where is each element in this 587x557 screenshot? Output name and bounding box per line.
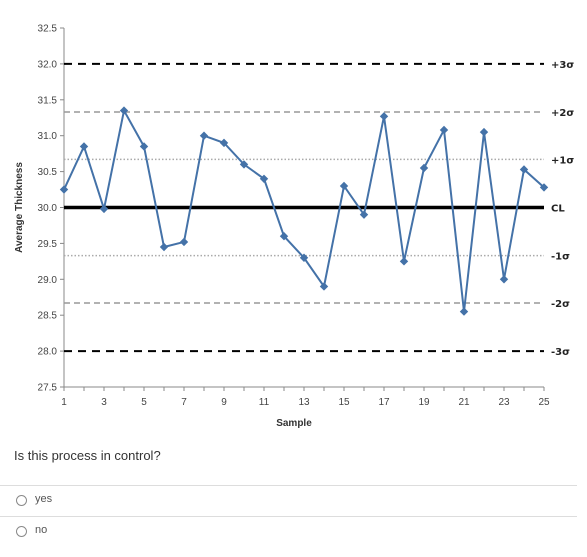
y-tick-label: 29.0 <box>38 275 58 286</box>
data-point <box>79 142 89 151</box>
data-point <box>479 127 489 137</box>
data-point <box>219 138 229 148</box>
y-tick-label: 28.0 <box>38 347 58 358</box>
control-line-label: +3σ <box>551 60 574 71</box>
radio-button[interactable] <box>16 495 27 506</box>
control-line-label: CL <box>551 204 565 215</box>
data-point <box>499 275 509 284</box>
radio-button[interactable] <box>16 526 27 537</box>
x-tick-label: 23 <box>498 397 510 408</box>
option-label: no <box>35 524 48 536</box>
y-tick-label: 32.0 <box>38 59 58 70</box>
x-tick-label: 25 <box>538 397 550 408</box>
x-tick-label: 5 <box>141 397 147 408</box>
data-point <box>199 131 209 140</box>
control-line-label: -2σ <box>551 299 570 310</box>
x-axis-label: Sample <box>276 418 312 429</box>
y-tick-label: 27.5 <box>38 383 58 394</box>
data-point <box>339 181 349 191</box>
data-point <box>279 232 289 241</box>
x-tick-label: 9 <box>221 397 227 408</box>
option-no[interactable]: no <box>0 516 577 547</box>
series-line <box>63 107 545 312</box>
data-point <box>299 253 309 262</box>
data-point <box>539 183 549 192</box>
control-line-label: -1σ <box>551 252 570 263</box>
option-label: yes <box>35 493 53 505</box>
control-line-label: +2σ <box>551 108 574 119</box>
y-tick-label: 32.5 <box>38 24 58 35</box>
x-tick-label: 15 <box>338 397 350 408</box>
data-point <box>259 174 269 183</box>
question-text: Is this process in control? <box>14 448 161 463</box>
data-point <box>359 210 369 219</box>
y-tick-label: 28.5 <box>38 311 58 322</box>
data-point <box>179 237 189 247</box>
y-tick-label: 31.5 <box>38 95 58 106</box>
data-point <box>99 204 109 214</box>
control-chart: 27.5 28.0 28.5 29.0 29.5 30.0 30.5 31.0 31.5 32.0… <box>14 24 574 430</box>
x-tick-label: 11 <box>259 397 270 408</box>
x-tick-label: 13 <box>298 397 310 408</box>
x-tick-label: 1 <box>61 397 67 408</box>
data-point <box>159 242 169 252</box>
control-line-label: -3σ <box>551 347 570 358</box>
data-point <box>319 282 329 291</box>
data-point <box>519 165 529 174</box>
data-point <box>119 106 129 115</box>
option-yes[interactable]: yes <box>0 485 577 516</box>
data-point <box>399 257 409 266</box>
x-tick-label: 19 <box>418 397 430 408</box>
data-point <box>419 163 429 173</box>
y-tick-label: 29.5 <box>38 239 58 250</box>
x-tick-label: 17 <box>378 397 390 408</box>
y-tick-label: 31.0 <box>38 131 58 142</box>
data-point <box>439 125 449 135</box>
y-tick-label: 30.0 <box>38 203 58 214</box>
control-line-label: +1σ <box>551 155 574 166</box>
x-tick-label: 7 <box>181 397 187 408</box>
y-axis-label: Average Thickness <box>14 162 25 253</box>
data-point <box>139 142 149 151</box>
data-point <box>459 307 469 316</box>
y-tick-label: 30.5 <box>38 167 58 178</box>
data-point <box>239 160 249 169</box>
x-tick-label: 21 <box>458 397 470 408</box>
data-point <box>59 185 69 194</box>
data-point <box>379 112 389 121</box>
x-tick-label: 3 <box>101 397 107 408</box>
